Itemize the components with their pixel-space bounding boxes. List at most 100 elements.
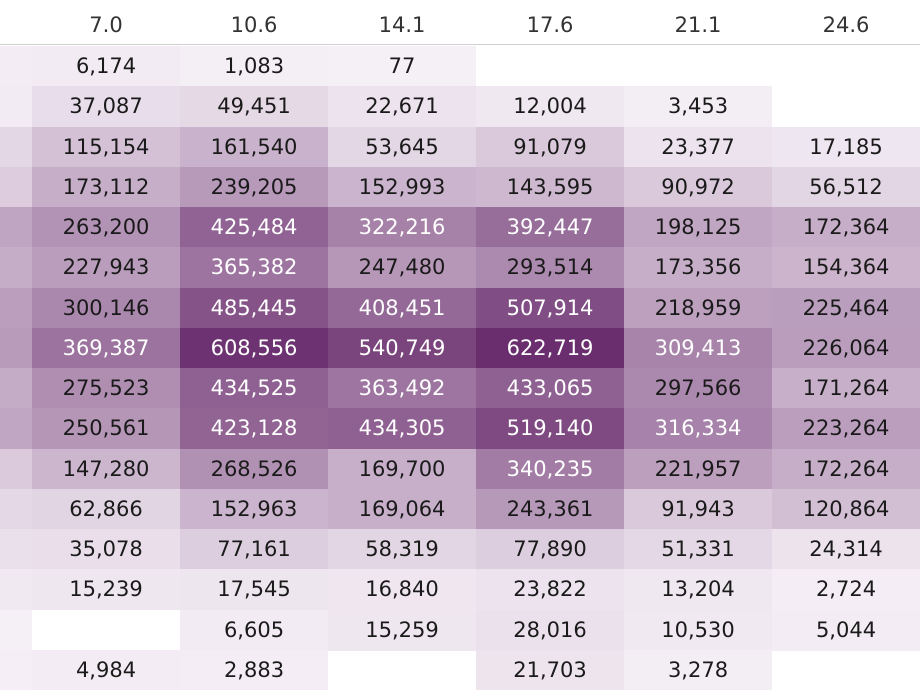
heatmap-cell: 5,044 [772, 609, 920, 651]
heatmap-cell: 225,464 [772, 287, 920, 329]
heatmap-cell: 2,883 [180, 649, 328, 690]
heatmap-cell: 316,334 [624, 408, 772, 450]
heatmap-cell: 2,724 [772, 569, 920, 611]
heatmap-cell: 115,154 [32, 126, 180, 168]
heatmap-cell: 423,128 [180, 408, 328, 450]
heatmap-cell: 77,161 [180, 529, 328, 570]
heatmap-cell: 3,453 [624, 86, 772, 128]
heatmap-cell: 4,755 [0, 46, 32, 87]
heatmap-cell: 77 [328, 46, 476, 87]
heatmap-cell: 120,864 [772, 488, 920, 530]
heatmap-cell: 4,984 [32, 649, 180, 690]
heatmap-cell: 218,959 [624, 287, 772, 329]
heatmap-cell: 23,822 [476, 569, 624, 611]
heatmap-cell: 275,523 [32, 368, 180, 409]
heatmap-cell: 199,147 [0, 408, 32, 450]
heatmap-cell: 540,749 [328, 327, 476, 369]
heatmap-cell: 161,540 [180, 126, 328, 168]
heatmap-cell: 169,700 [328, 448, 476, 490]
heatmap-cell: 425,484 [180, 207, 328, 248]
column-header: 10.6 [230, 13, 278, 37]
heatmap-cell: 13,204 [624, 569, 772, 611]
heatmap-cell: 1,083 [180, 46, 328, 87]
heatmap-cell: 363,492 [328, 368, 476, 409]
heatmap-cell: 154,364 [772, 247, 920, 289]
heatmap-cell: 485,445 [180, 287, 328, 329]
heatmap-cell: 56,512 [772, 166, 920, 208]
heatmap-cell: 201,907 [0, 207, 32, 248]
heatmap-cell: 23,377 [624, 126, 772, 168]
heatmap-cell: 239,205 [180, 166, 328, 208]
heatmap-cell: 37,087 [32, 86, 180, 128]
heatmap-cell: 622,719 [476, 327, 624, 369]
heatmap-cell: 392,447 [476, 207, 624, 248]
heatmap-cell: 58,319 [328, 529, 476, 570]
heatmap-cell: 6,605 [180, 609, 328, 651]
column-header: 17.6 [526, 13, 574, 37]
column-header: 14.1 [378, 13, 426, 37]
heatmap-cell: 77,890 [476, 529, 624, 570]
heatmap-cell: 234,205 [0, 327, 32, 369]
heatmap-cell: 222,632 [0, 287, 32, 329]
heatmap-cell: 15,259 [328, 609, 476, 651]
heatmap-cell: 268,526 [180, 448, 328, 490]
heatmap-cell: 172,264 [772, 448, 920, 490]
heatmap-cell: 90,972 [624, 166, 772, 208]
heatmap-cell: 22,671 [328, 86, 476, 128]
heatmap-cell: 221,957 [624, 448, 772, 490]
heatmap-cell: 227,943 [32, 247, 180, 289]
heatmap-cell: 17,545 [180, 569, 328, 611]
heatmap-cell: 173,356 [624, 247, 772, 289]
heatmap-cell: 169,064 [328, 488, 476, 530]
heatmap-cell: 143,595 [476, 166, 624, 208]
heatmap-cell: 55,423 [0, 126, 32, 168]
heatmap-cell: 369,387 [32, 327, 180, 369]
heatmap-cell: 179,303 [0, 247, 32, 289]
heatmap-cell: 309,413 [624, 327, 772, 369]
heatmap-cell: 297,566 [624, 368, 772, 409]
heatmap-cell: 152,993 [328, 166, 476, 208]
heatmap-cell: 10,530 [624, 609, 772, 651]
heatmap-cell: 727 [0, 649, 32, 690]
column-header: 24.6 [822, 13, 870, 37]
heatmap-cell: 147,280 [32, 448, 180, 490]
column-header: 7.0 [89, 13, 123, 37]
heatmap-cell: 12,004 [476, 86, 624, 128]
heatmap-cell: 24,314 [772, 529, 920, 570]
heatmap-cell: 263,200 [32, 207, 180, 248]
heatmap-cell: 293,514 [476, 247, 624, 289]
heatmap-cell: 91,079 [476, 126, 624, 168]
heatmap-cell: 89,308 [0, 448, 32, 490]
heatmap-cell: 519,140 [476, 408, 624, 450]
heatmap-cell: 247,480 [328, 247, 476, 289]
heatmap-cell: 31,145 [0, 529, 32, 570]
heatmap-cell: 3,278 [624, 649, 772, 690]
heatmap-cell: 433,065 [476, 368, 624, 409]
heatmap-cell: 15,239 [32, 569, 180, 611]
heatmap-cell: 250,561 [32, 408, 180, 450]
heatmap-cell: 6,174 [32, 46, 180, 87]
heatmap-cell: 83,985 [0, 166, 32, 208]
heatmap-cell: 223,264 [772, 408, 920, 450]
heatmap-cell: 49,451 [180, 86, 328, 128]
heatmap-cell: 28,016 [476, 609, 624, 651]
header-divider [0, 44, 920, 45]
heatmap-cell: 300,146 [32, 287, 180, 329]
heatmap-cell: 243,361 [476, 488, 624, 530]
heatmap-cell: 6,320 [0, 86, 32, 128]
heatmap-cell: 322,216 [328, 207, 476, 248]
heatmap-cell: 408,451 [328, 287, 476, 329]
column-header: 3.5 [0, 0, 32, 46]
heatmap-cell: 53,645 [328, 126, 476, 168]
heatmap-cell: 340,235 [476, 448, 624, 490]
heatmap-cell: 91,943 [624, 488, 772, 530]
heatmap-cell: 172,364 [772, 207, 920, 248]
heatmap-cell: 21,703 [476, 649, 624, 690]
heatmap-cell: 152,963 [180, 488, 328, 530]
heatmap-cell: 608,556 [180, 327, 328, 369]
heatmap-cell: 17,185 [772, 126, 920, 168]
heatmap-cell: 226,064 [772, 327, 920, 369]
heatmap-cell: 35,078 [32, 529, 180, 570]
heatmap-cell: 171,264 [772, 368, 920, 409]
